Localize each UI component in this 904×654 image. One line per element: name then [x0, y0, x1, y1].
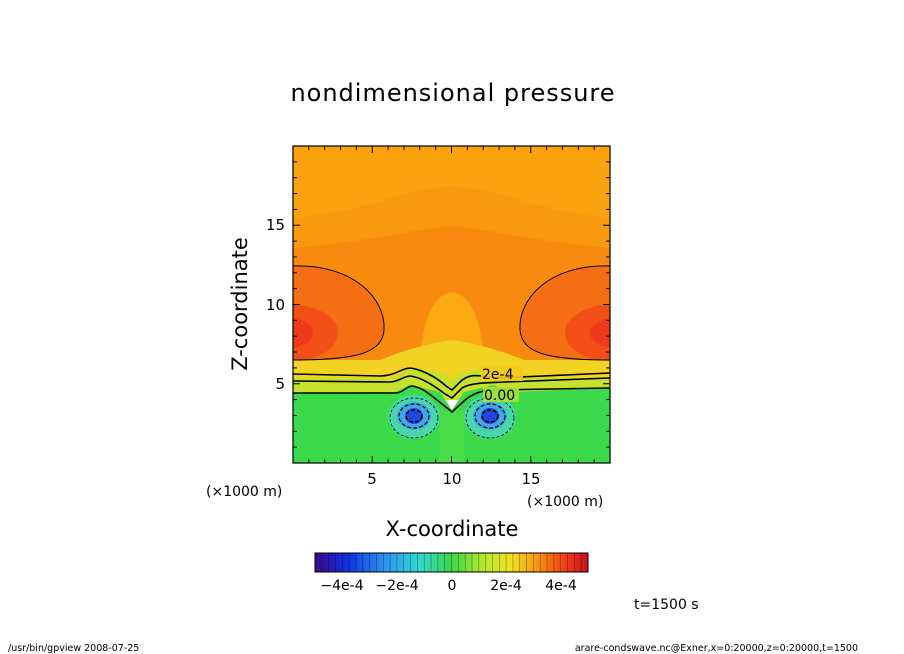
contour-low-right-inner	[481, 409, 499, 423]
heatmap-field	[293, 146, 610, 463]
footer-right: arare-condswave.nc@Exner,x=0:20000,z=0:2…	[575, 643, 858, 654]
colorbar-tick-2e-4: 2e-4	[490, 578, 522, 594]
field-max-left-core	[293, 319, 313, 347]
y-unit-label: (×1000 m)	[206, 484, 282, 500]
colorbar	[314, 552, 589, 573]
field-max-left	[293, 305, 338, 361]
contour-low-right-mid	[474, 403, 506, 429]
field-max-right	[565, 305, 610, 361]
y-tick-label-15: 15	[266, 216, 285, 234]
footer-left: /usr/bin/gpview 2008-07-25	[8, 643, 139, 654]
axis-ticks	[293, 146, 610, 463]
field-low-right-core	[481, 408, 499, 424]
colorbar-stripes	[321, 553, 582, 572]
time-label: t=1500 s	[634, 597, 699, 613]
colorbar-tick-neg2e-4: −2e-4	[375, 578, 418, 594]
x-unit-label: (×1000 m)	[527, 494, 603, 510]
x-tick-label-5: 5	[367, 470, 377, 488]
contour-label-zero: 0.00	[484, 388, 515, 404]
y-axis-label: Z-coordinate	[228, 237, 252, 371]
field-low-left-core	[405, 408, 423, 424]
colorbar-fill	[315, 553, 588, 572]
y-tick-label-5: 5	[275, 375, 285, 393]
colorbar-frame	[314, 552, 589, 573]
contour-zero	[293, 385, 610, 414]
contour-label-bg-zero	[483, 387, 519, 402]
x-axis-label: X-coordinate	[386, 517, 519, 541]
x-tick-label-10: 10	[442, 470, 461, 488]
x-tick-label-15: 15	[521, 470, 540, 488]
field-center-column	[440, 410, 464, 463]
contour-low-left-mid	[398, 403, 430, 429]
contour-low-left-outer	[389, 397, 439, 439]
contour-2e-4-lower	[293, 375, 610, 399]
colorbar-tick-neg4e-4: −4e-4	[320, 578, 363, 594]
contour-lines	[293, 265, 610, 439]
contour-low-right-outer	[465, 397, 515, 439]
y-tick-label-10: 10	[266, 296, 285, 314]
contour-label-bg-2e4	[481, 366, 523, 381]
field-max-right-core	[590, 319, 610, 347]
contour-2e-4-upper	[293, 367, 610, 392]
contour-label-2e-4: 2e-4	[482, 367, 514, 383]
chart-title: nondimensional pressure	[290, 79, 615, 107]
colorbar-tick-zero: 0	[448, 578, 457, 594]
contour-right-lobe	[519, 265, 610, 361]
contour-left-lobe	[293, 265, 385, 361]
colorbar-tick-4e-4: 4e-4	[545, 578, 577, 594]
contour-low-left-inner	[405, 409, 423, 423]
